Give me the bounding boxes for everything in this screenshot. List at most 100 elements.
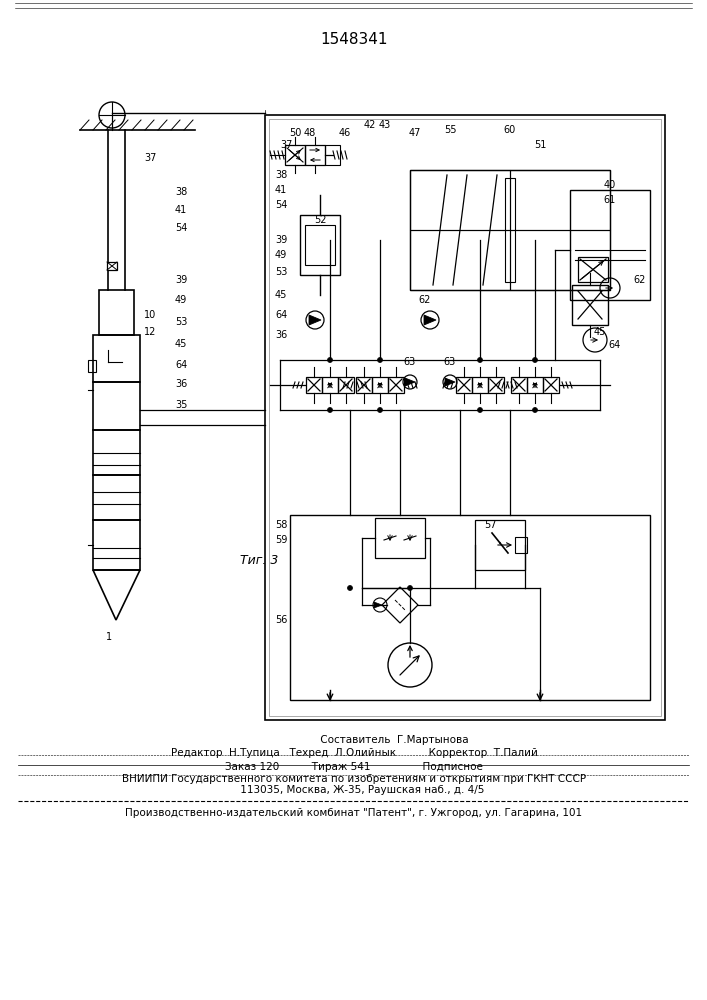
Text: 46: 46 xyxy=(339,128,351,138)
Bar xyxy=(93,382,140,430)
Bar xyxy=(475,520,525,570)
Bar xyxy=(325,145,340,165)
Bar xyxy=(388,377,404,393)
Bar xyxy=(93,520,140,570)
Text: 1: 1 xyxy=(106,632,112,642)
Circle shape xyxy=(378,408,382,412)
Text: Τиг. 3: Τиг. 3 xyxy=(240,554,279,566)
Text: Заказ 120          Тираж 541                Подписное: Заказ 120 Тираж 541 Подписное xyxy=(225,762,483,772)
Text: 12: 12 xyxy=(144,327,156,337)
Bar xyxy=(572,285,608,325)
Text: 45: 45 xyxy=(594,327,606,337)
Text: 40: 40 xyxy=(604,180,616,190)
Text: 39: 39 xyxy=(275,235,287,245)
Text: 1548341: 1548341 xyxy=(320,32,387,47)
Bar xyxy=(410,170,610,290)
Bar xyxy=(99,290,134,335)
Text: 45: 45 xyxy=(175,339,187,349)
Polygon shape xyxy=(424,315,436,325)
Text: Редактор  Н.Тупица   Техред  Л.Олийнык          Корректор  Т.Палий: Редактор Н.Тупица Техред Л.Олийнык Корре… xyxy=(170,748,537,758)
Circle shape xyxy=(327,408,332,412)
Bar xyxy=(515,537,527,553)
Text: 43: 43 xyxy=(379,120,391,130)
Bar xyxy=(488,377,504,393)
Bar xyxy=(456,377,472,393)
Polygon shape xyxy=(374,602,382,608)
Text: 59: 59 xyxy=(275,535,287,545)
Bar xyxy=(93,335,140,382)
Text: 51: 51 xyxy=(534,140,547,150)
Text: 10: 10 xyxy=(144,310,156,320)
Bar xyxy=(285,145,305,165)
Bar xyxy=(305,145,325,165)
Circle shape xyxy=(327,358,332,362)
Text: 41: 41 xyxy=(175,205,187,215)
Bar xyxy=(472,377,488,393)
Bar xyxy=(300,215,340,275)
Circle shape xyxy=(378,358,382,362)
Bar xyxy=(269,119,661,716)
Text: 48: 48 xyxy=(304,128,316,138)
Text: 49: 49 xyxy=(275,250,287,260)
Bar xyxy=(511,377,527,393)
Polygon shape xyxy=(405,378,415,386)
Bar xyxy=(410,230,510,290)
Text: 42: 42 xyxy=(364,120,376,130)
Text: 41: 41 xyxy=(275,185,287,195)
Bar xyxy=(356,377,372,393)
Text: 64: 64 xyxy=(609,340,621,350)
Text: 53: 53 xyxy=(175,317,187,327)
Text: 54: 54 xyxy=(275,200,287,210)
Bar xyxy=(338,377,354,393)
Text: 52: 52 xyxy=(314,215,326,225)
Bar xyxy=(372,377,388,393)
Text: 38: 38 xyxy=(275,170,287,180)
Text: 35: 35 xyxy=(175,400,187,410)
Bar xyxy=(93,430,140,475)
Text: 45: 45 xyxy=(275,290,287,300)
Polygon shape xyxy=(445,378,455,386)
Bar xyxy=(510,230,610,290)
Bar xyxy=(578,257,608,282)
Bar xyxy=(570,190,650,300)
Circle shape xyxy=(348,585,353,590)
Text: 56: 56 xyxy=(275,615,287,625)
Circle shape xyxy=(407,585,412,590)
Circle shape xyxy=(532,358,537,362)
Bar xyxy=(305,225,335,265)
Text: Производственно-издательский комбинат "Патент", г. Ужгород, ул. Гагарина, 101: Производственно-издательский комбинат "П… xyxy=(125,808,583,818)
Circle shape xyxy=(477,358,482,362)
Text: 63: 63 xyxy=(404,357,416,367)
Circle shape xyxy=(477,408,482,412)
Text: 55: 55 xyxy=(444,125,456,135)
Text: ВНИИПИ Государственного комитета по изобретениям и открытиям при ГКНТ СССР: ВНИИПИ Государственного комитета по изоб… xyxy=(122,774,586,784)
Text: 49: 49 xyxy=(175,295,187,305)
Text: 60: 60 xyxy=(504,125,516,135)
Text: 64: 64 xyxy=(175,360,187,370)
Text: 37: 37 xyxy=(144,153,156,163)
Bar xyxy=(527,377,543,393)
Bar xyxy=(510,170,610,230)
Text: 57: 57 xyxy=(484,520,496,530)
Circle shape xyxy=(532,408,537,412)
Bar xyxy=(290,515,650,700)
Text: 53: 53 xyxy=(275,267,287,277)
Polygon shape xyxy=(382,587,418,623)
Text: 36: 36 xyxy=(175,379,187,389)
Text: 38: 38 xyxy=(175,187,187,197)
Text: 61: 61 xyxy=(604,195,616,205)
Text: 54: 54 xyxy=(175,223,187,233)
Text: 50: 50 xyxy=(289,128,301,138)
Text: 62: 62 xyxy=(633,275,646,285)
Bar xyxy=(306,377,322,393)
Bar xyxy=(543,377,559,393)
Bar xyxy=(265,115,665,720)
Bar xyxy=(505,178,515,282)
Text: 63: 63 xyxy=(444,357,456,367)
Bar xyxy=(88,360,96,372)
Text: 64: 64 xyxy=(275,310,287,320)
Polygon shape xyxy=(309,315,321,325)
Bar xyxy=(375,518,425,558)
Text: 47: 47 xyxy=(409,128,421,138)
Bar xyxy=(322,377,338,393)
